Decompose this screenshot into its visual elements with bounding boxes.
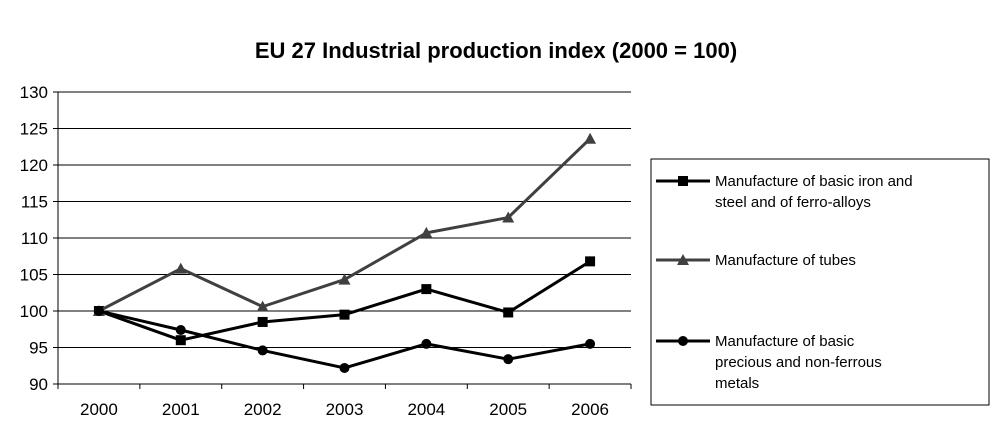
data-point-square bbox=[585, 256, 596, 267]
legend-box bbox=[650, 158, 990, 406]
legend: Manufacture of basic iron and steel and o… bbox=[650, 158, 990, 406]
x-tick-label: 2006 bbox=[571, 400, 609, 419]
x-tick-label: 2000 bbox=[80, 400, 118, 419]
data-point-square bbox=[421, 284, 432, 295]
axes bbox=[53, 91, 632, 389]
y-tick-label: 125 bbox=[20, 120, 48, 139]
y-tick-label: 105 bbox=[20, 266, 48, 285]
data-point-square bbox=[503, 307, 514, 318]
y-tick-label: 90 bbox=[29, 375, 48, 394]
data-point-triangle bbox=[338, 273, 351, 285]
y-tick-labels: 90 95 100 105 110 115 120 125 130 bbox=[20, 83, 48, 394]
x-tick-labels: 2000 2001 2002 2003 2004 2005 2006 bbox=[80, 400, 609, 419]
data-point-circle bbox=[175, 324, 186, 335]
x-tick-label: 2003 bbox=[326, 400, 364, 419]
data-point-triangle bbox=[256, 300, 269, 312]
x-tick-label: 2004 bbox=[407, 400, 445, 419]
gridlines bbox=[58, 91, 631, 348]
data-point-circle bbox=[421, 338, 432, 349]
data-point-triangle bbox=[502, 211, 515, 223]
legend-label: Manufacture of tubes bbox=[715, 252, 856, 269]
y-tick-label: 120 bbox=[20, 156, 48, 175]
series-lines bbox=[92, 132, 597, 373]
data-point-triangle bbox=[584, 132, 597, 144]
y-tick-label: 110 bbox=[21, 229, 48, 248]
legend-entry-3: Manufacture of basic precious and non-fer… bbox=[656, 333, 882, 392]
y-tick-label: 130 bbox=[20, 83, 48, 102]
data-point-triangle bbox=[174, 262, 187, 274]
legend-marker-circle bbox=[678, 336, 688, 346]
legend-marker-triangle bbox=[677, 254, 689, 265]
legend-label: Manufacture of basic bbox=[715, 333, 855, 350]
series-2 bbox=[92, 132, 597, 316]
chart-title: EU 27 Industrial production index (2000 … bbox=[255, 38, 737, 63]
data-point-triangle bbox=[420, 226, 433, 238]
x-tick-label: 2001 bbox=[162, 400, 200, 419]
data-point-square bbox=[339, 309, 350, 320]
legend-label: precious and non-ferrous bbox=[715, 354, 882, 371]
data-point-square bbox=[175, 335, 186, 346]
data-point-circle bbox=[257, 345, 268, 356]
y-tick-label: 95 bbox=[29, 339, 48, 358]
data-point-circle bbox=[93, 306, 104, 316]
legend-label: steel and of ferro-alloys bbox=[715, 194, 871, 211]
legend-label: metals bbox=[715, 375, 759, 392]
data-point-circle bbox=[585, 338, 596, 349]
data-point-circle bbox=[339, 362, 350, 373]
y-tick-label: 100 bbox=[20, 302, 48, 321]
series-3 bbox=[93, 306, 596, 373]
data-point-circle bbox=[503, 354, 514, 365]
legend-marker-square bbox=[678, 176, 688, 186]
x-tick-label: 2002 bbox=[244, 400, 282, 419]
legend-entry-1: Manufacture of basic iron and steel and o… bbox=[656, 173, 913, 211]
legend-entry-2: Manufacture of tubes bbox=[656, 252, 856, 269]
legend-label: Manufacture of basic iron and bbox=[715, 173, 913, 190]
series-1 bbox=[93, 256, 596, 346]
data-point-square bbox=[257, 316, 268, 327]
x-tick-label: 2005 bbox=[489, 400, 527, 419]
y-tick-label: 115 bbox=[21, 193, 48, 212]
